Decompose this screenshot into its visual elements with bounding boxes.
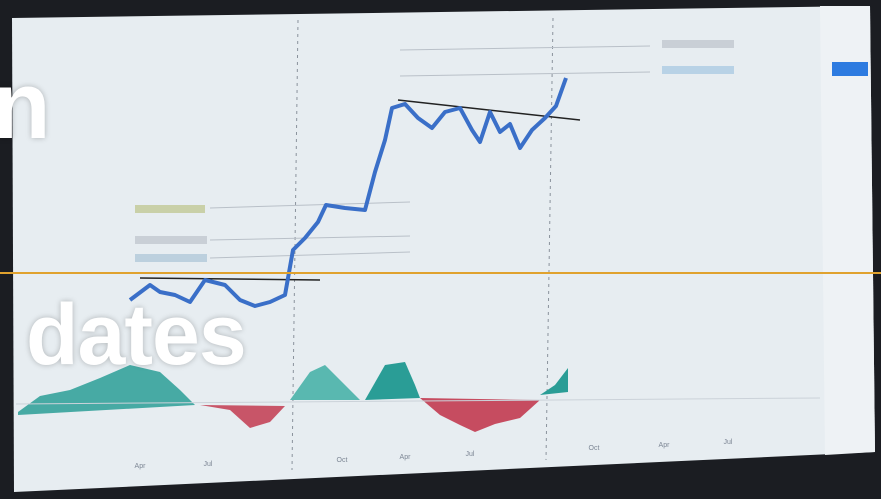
zero-line [15,397,821,405]
x-axis-label: Apr [135,463,147,470]
overlay-text: dates [26,287,247,383]
x-axis-label: Apr [659,442,671,449]
histogram-area [200,405,285,428]
price-tag [832,62,868,76]
x-axis-label: Oct [337,457,348,464]
histogram-area [540,368,568,395]
overlay-text: n [0,52,51,159]
x-axis: Apr Jul Oct Apr Jul Oct Apr Jul [135,439,733,470]
fib-tag [662,66,734,74]
trend-line [139,277,321,281]
fib-level [209,235,411,241]
x-axis-label: Jul [724,439,733,446]
fib-tag [135,254,207,262]
x-axis-label: Jul [204,461,213,468]
session-divider [291,19,299,471]
x-axis-label: Oct [589,445,600,452]
fib-tag [135,205,205,213]
histogram-area [420,398,540,432]
price-series [128,77,568,308]
fib-level [209,201,411,209]
histogram-area [290,365,360,400]
fib-level [399,71,651,77]
fib-level [209,251,411,259]
x-axis-label: Jul [466,451,475,458]
fib-level [399,45,651,51]
fib-tag [662,40,734,48]
trend-line [397,99,581,121]
fib-tag [135,236,207,244]
histogram-area [365,362,420,400]
x-axis-label: Apr [400,454,412,461]
monitor-screen [12,6,875,492]
price-scale [820,6,875,455]
